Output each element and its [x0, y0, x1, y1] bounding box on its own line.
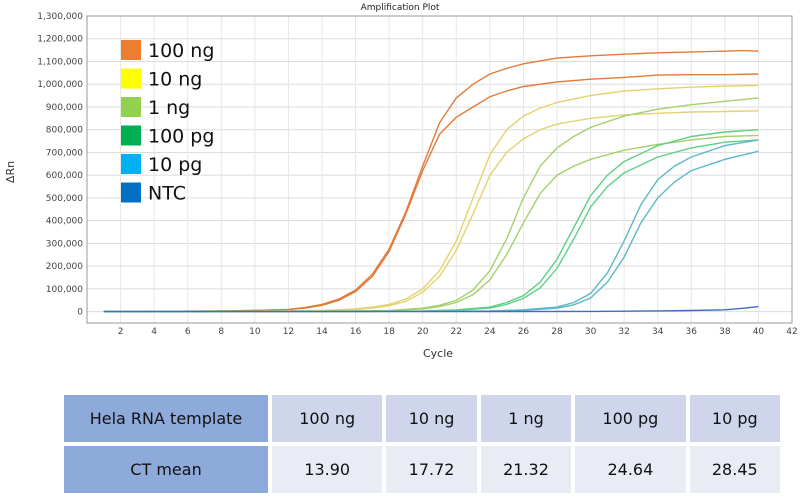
x-tick-label: 22 [451, 327, 462, 337]
y-tick-label: 700,000 [46, 148, 83, 158]
table-cell: 13.90 [272, 446, 383, 493]
y-tick-label: 1,200,000 [37, 35, 83, 45]
table-header-row: Hela RNA template 100 ng 10 ng 1 ng 100 … [64, 395, 780, 442]
table-row-label: CT mean [64, 446, 268, 493]
y-tick-label: 0 [77, 308, 83, 318]
series-line [103, 305, 759, 313]
x-tick-label: 12 [283, 327, 294, 337]
x-tick-label: 2 [118, 327, 124, 337]
x-tick-label: 10 [249, 327, 261, 337]
series-line [103, 84, 759, 313]
x-tick-label: 4 [151, 327, 157, 337]
x-tick-label: 18 [383, 327, 395, 337]
y-tick-label: 600,000 [46, 171, 83, 181]
table-column-header: 10 pg [689, 395, 780, 442]
x-tick-label: 34 [652, 327, 664, 337]
plot-area-border [86, 15, 793, 324]
x-axis-title: Cycle [423, 347, 453, 360]
y-tick-label: 400,000 [46, 217, 83, 227]
y-tick-label: 1,100,000 [37, 57, 83, 67]
legend-label: 100 ng [148, 40, 214, 62]
x-axis-ticks: 2 4 6 8 10 12 14 16 18 20 22 24 26 28 30 32 34 36 38 40 42 [118, 327, 798, 337]
legend-swatch [121, 154, 141, 174]
x-tick-label: 8 [218, 327, 224, 337]
table-row: CT mean 13.90 17.72 21.32 24.64 28.45 [64, 446, 780, 493]
legend-label: 10 ng [148, 69, 202, 91]
y-tick-label: 500,000 [46, 194, 83, 204]
legend-label: 10 pg [148, 154, 202, 176]
y-tick-label: 200,000 [46, 262, 83, 272]
table-column-header: 1 ng [480, 395, 572, 442]
table-column-header: 100 pg [575, 395, 686, 442]
table-cell: 21.32 [480, 446, 572, 493]
series-line [103, 73, 759, 313]
x-tick-label: 30 [585, 327, 597, 337]
x-tick-label: 32 [618, 327, 629, 337]
legend-label: 1 ng [148, 97, 190, 119]
x-tick-label: 16 [350, 327, 362, 337]
legend-swatch [121, 125, 141, 146]
x-tick-label: 20 [417, 327, 429, 337]
chart-title: Amplification Plot [361, 3, 440, 13]
x-tick-label: 26 [518, 327, 530, 337]
y-tick-label: 100,000 [46, 285, 83, 295]
table-column-header: 100 ng [272, 395, 383, 442]
legend-label: NTC [148, 183, 186, 205]
series-line [103, 110, 759, 313]
chart-legend: 100 ng 10 ng 1 ng 100 pg 10 pg NTC [121, 40, 214, 205]
x-tick-label: 38 [719, 327, 731, 337]
legend-swatch [121, 68, 141, 89]
legend-label: 100 pg [148, 126, 214, 148]
y-axis-title: ΔRn [4, 161, 17, 183]
y-tick-label: 1,000,000 [37, 80, 83, 90]
x-tick-label: 28 [551, 327, 563, 337]
series-lines [103, 49, 759, 313]
x-tick-label: 42 [786, 327, 797, 337]
x-tick-label: 6 [185, 327, 191, 337]
y-tick-label: 900,000 [46, 103, 83, 113]
y-axis-ticks: 0 100,000 200,000 300,000 400,000 500,000 600,… [37, 12, 83, 318]
legend-swatch [121, 97, 141, 117]
x-tick-label: 14 [316, 327, 328, 337]
legend-swatch [121, 182, 141, 203]
table-column-header: 10 ng [386, 395, 477, 442]
x-tick-label: 24 [484, 327, 496, 337]
y-tick-label: 300,000 [46, 239, 83, 249]
y-tick-label: 800,000 [46, 126, 83, 136]
x-tick-label: 36 [686, 327, 698, 337]
series-line [103, 134, 759, 313]
legend-swatch [121, 40, 141, 60]
ct-results-table: Hela RNA template 100 ng 10 ng 1 ng 100 … [60, 391, 784, 497]
table-cell: 24.64 [575, 446, 686, 493]
table-header-label: Hela RNA template [64, 395, 268, 442]
table-cell: 17.72 [386, 446, 477, 493]
table-cell: 28.45 [689, 446, 780, 493]
y-tick-label: 1,300,000 [37, 12, 83, 22]
amplification-plot: Amplification Plot 0 100,000 200,000 300,00… [4, 3, 798, 360]
x-tick-label: 40 [753, 327, 765, 337]
